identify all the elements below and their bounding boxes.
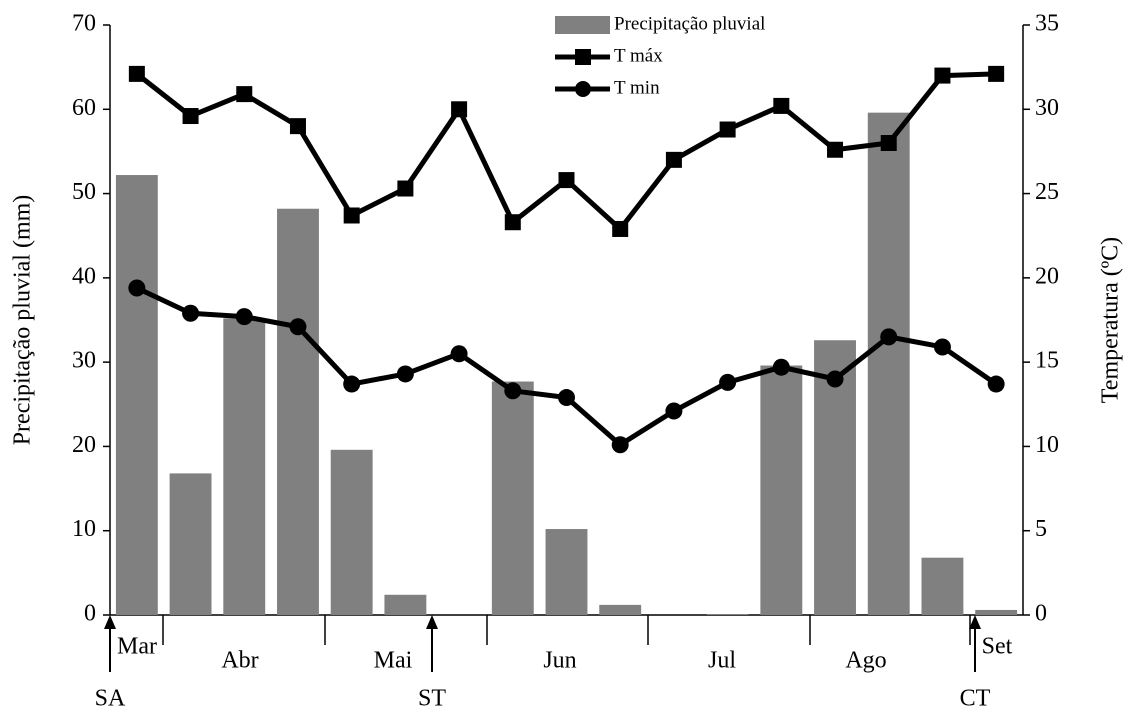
- month-label: Jun: [543, 648, 576, 674]
- marker: [611, 436, 629, 454]
- marker: [397, 180, 414, 197]
- y-tick-label: 60: [72, 95, 96, 121]
- line: [135, 285, 998, 448]
- marker: [396, 365, 414, 383]
- y-tick-label: 50: [72, 179, 96, 205]
- marker: [880, 328, 898, 346]
- bar: [706, 614, 749, 615]
- line: [135, 71, 997, 232]
- y2-tick-label: 15: [1035, 348, 1059, 374]
- month-label: Ago: [845, 648, 886, 674]
- marker: [880, 135, 897, 151]
- y-tick-label: 70: [72, 11, 96, 37]
- marker: [719, 121, 736, 138]
- month-label: Mar: [117, 634, 157, 660]
- legend: Precipitação pluvial T máx T min: [555, 13, 765, 98]
- y2-tick-label: 30: [1035, 95, 1059, 121]
- marker: [504, 382, 522, 400]
- month-label: Mai: [374, 648, 413, 674]
- annotation: ST: [418, 686, 446, 712]
- legend-label: T máx: [614, 45, 663, 66]
- y-tick-label: 40: [72, 263, 96, 289]
- bar: [330, 449, 373, 615]
- marker: [504, 214, 521, 231]
- month-label: Jul: [708, 648, 736, 674]
- month-label: Abr: [221, 648, 258, 674]
- marker: [988, 65, 1005, 82]
- marker: [451, 101, 468, 118]
- marker: [827, 141, 844, 158]
- marker: [612, 220, 629, 237]
- bar: [545, 529, 588, 615]
- annotation: CT: [960, 686, 991, 712]
- bar: [169, 473, 212, 615]
- bar: [384, 594, 427, 615]
- y2-tick-label: 20: [1035, 263, 1059, 289]
- annotation-arrowhead: [969, 615, 981, 629]
- legend-marker: [575, 49, 591, 65]
- marker: [343, 207, 360, 224]
- marker: [772, 358, 790, 376]
- y-tick-label: 10: [72, 516, 96, 542]
- marker: [826, 370, 844, 388]
- marker: [128, 65, 145, 82]
- marker: [719, 373, 737, 391]
- y2-tick-label: 25: [1035, 179, 1059, 205]
- y2-tick-label: 0: [1035, 601, 1047, 627]
- bar: [975, 609, 1018, 615]
- month-label: Set: [982, 634, 1013, 660]
- marker: [987, 375, 1005, 393]
- bar: [491, 381, 534, 615]
- bar: [115, 175, 158, 615]
- marker: [665, 402, 683, 420]
- marker: [773, 97, 790, 114]
- bar: [760, 365, 803, 615]
- marker: [182, 108, 199, 125]
- marker: [450, 345, 468, 363]
- marker: [665, 151, 682, 168]
- annotation: SA: [95, 686, 126, 712]
- marker: [236, 86, 253, 103]
- marker: [558, 389, 575, 407]
- legend-marker: [575, 81, 591, 97]
- marker: [289, 118, 306, 135]
- bar: [867, 112, 910, 616]
- marker: [343, 375, 361, 393]
- marker: [558, 172, 575, 189]
- y2-tick-label: 5: [1035, 516, 1047, 542]
- legend-swatch: [555, 16, 610, 34]
- y2-axis-title: Temperatura (ºC): [1098, 237, 1124, 403]
- marker: [182, 304, 200, 322]
- bar: [223, 318, 266, 615]
- legend-label: T min: [614, 77, 660, 98]
- y-axis-title: Precipitação pluvial (mm): [10, 195, 36, 446]
- y-tick-label: 20: [72, 432, 96, 458]
- bar: [599, 604, 642, 615]
- marker: [289, 318, 307, 336]
- y2-tick-label: 35: [1035, 11, 1059, 37]
- y-tick-label: 30: [72, 348, 96, 374]
- annotation-arrowhead: [426, 615, 438, 629]
- bar: [277, 208, 319, 615]
- marker: [933, 338, 951, 356]
- marker: [128, 279, 146, 297]
- bar: [921, 557, 964, 615]
- marker: [235, 308, 253, 326]
- annotation-arrowhead: [104, 615, 116, 629]
- y2-tick-label: 10: [1035, 432, 1059, 458]
- y-tick-label: 0: [84, 601, 96, 627]
- marker: [934, 67, 951, 84]
- legend-label: Precipitação pluvial: [614, 13, 765, 34]
